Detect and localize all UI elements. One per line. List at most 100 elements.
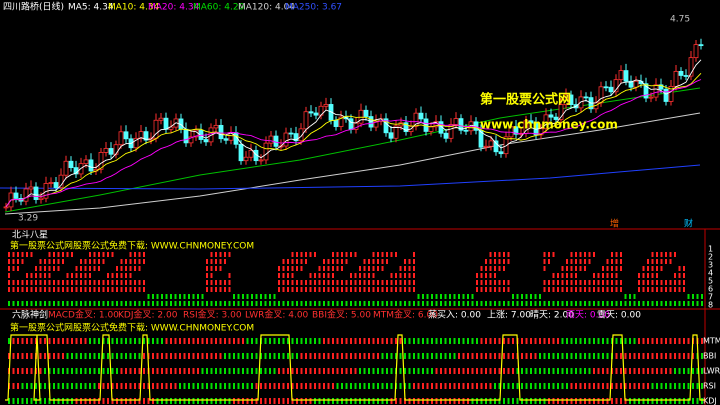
signal-mark <box>557 280 559 285</box>
signal-mark <box>444 294 447 299</box>
signal-mark <box>633 301 636 306</box>
signal-mark <box>485 266 487 271</box>
ma-line <box>5 59 702 208</box>
signal-mark <box>21 398 24 404</box>
signal-mark <box>615 273 618 278</box>
signal-mark <box>183 368 186 374</box>
signal-mark <box>318 266 321 271</box>
signal-mark <box>80 287 82 292</box>
signal-mark <box>516 383 519 389</box>
signal-mark <box>579 398 582 404</box>
signal-mark <box>615 259 618 264</box>
signal-mark <box>480 398 483 404</box>
signal-mark <box>345 252 348 257</box>
signal-mark <box>512 338 514 344</box>
signal-mark <box>21 280 24 285</box>
signal-mark <box>489 280 492 285</box>
signal-mark <box>138 368 141 374</box>
signal-mark <box>21 259 24 264</box>
signal-mark <box>309 338 312 344</box>
signal-mark <box>53 259 55 264</box>
signal-mark <box>444 301 447 306</box>
signal-mark <box>395 338 397 344</box>
signal-mark <box>683 398 685 404</box>
signal-mark <box>687 383 690 389</box>
signal-mark <box>318 398 321 404</box>
signal-mark <box>66 368 69 374</box>
signal-mark <box>152 338 154 344</box>
signal-mark <box>678 273 681 278</box>
signal-mark <box>125 338 127 344</box>
signal-mark <box>606 266 609 271</box>
signal-mark <box>638 301 640 306</box>
signal-mark <box>156 353 159 359</box>
signal-mark <box>75 398 78 404</box>
signal-mark <box>498 287 501 292</box>
signal-mark <box>12 252 15 257</box>
signal-mark <box>642 338 645 344</box>
candle-body <box>618 70 624 81</box>
signal-mark <box>368 383 370 389</box>
signal-mark <box>399 273 402 278</box>
signal-mark <box>498 266 501 271</box>
signal-mark <box>138 398 141 404</box>
chart-title: 四川路桥(日线) <box>3 1 64 13</box>
indicator-label: LWR金叉: 4.00 <box>245 309 309 321</box>
signal-mark <box>386 338 388 344</box>
signal-mark <box>530 353 532 359</box>
signal-mark <box>696 368 699 374</box>
signal-mark <box>39 259 42 264</box>
signal-mark <box>386 252 388 257</box>
signal-mark <box>143 368 145 374</box>
signal-mark <box>138 338 141 344</box>
signal-mark <box>453 294 456 299</box>
signal-mark <box>188 353 190 359</box>
signal-mark <box>305 259 307 264</box>
signal-mark <box>143 383 145 389</box>
signal-mark <box>669 398 672 404</box>
signal-mark <box>107 287 109 292</box>
candle-body <box>443 132 449 139</box>
signal-mark <box>197 368 199 374</box>
signal-mark <box>192 294 195 299</box>
signal-mark <box>138 301 141 306</box>
signal-mark <box>246 398 249 404</box>
signal-mark <box>134 266 136 271</box>
signal-mark <box>678 301 681 306</box>
signal-mark <box>363 259 366 264</box>
signal-mark <box>242 294 244 299</box>
signal-mark <box>354 301 357 306</box>
signal-mark <box>498 398 501 404</box>
signal-mark <box>575 280 577 285</box>
candle-body <box>293 133 299 142</box>
signal-mark <box>246 338 249 344</box>
signal-mark <box>354 280 357 285</box>
signal-mark <box>291 301 294 306</box>
signal-mark <box>512 294 514 299</box>
signal-mark <box>120 287 123 292</box>
candle-body <box>363 109 369 117</box>
signal-mark <box>246 383 249 389</box>
candle-body <box>303 111 309 130</box>
signal-mark <box>566 273 568 278</box>
signal-mark <box>642 301 645 306</box>
signal-mark <box>674 368 676 374</box>
signal-mark <box>552 252 555 257</box>
signal-mark <box>467 294 469 299</box>
signal-mark <box>197 294 199 299</box>
signal-mark <box>228 287 231 292</box>
signal-mark <box>62 383 64 389</box>
signal-mark <box>638 353 640 359</box>
signal-mark <box>251 353 253 359</box>
signal-mark <box>386 259 388 264</box>
signal-mark <box>435 338 438 344</box>
signal-mark <box>377 338 379 344</box>
signal-mark <box>368 301 370 306</box>
signal-mark <box>287 280 289 285</box>
signal-mark <box>12 280 15 285</box>
signal-mark <box>615 266 618 271</box>
candle-body <box>58 174 64 189</box>
signal-mark <box>98 398 100 404</box>
signal-mark <box>89 301 91 306</box>
signal-mark <box>246 353 249 359</box>
